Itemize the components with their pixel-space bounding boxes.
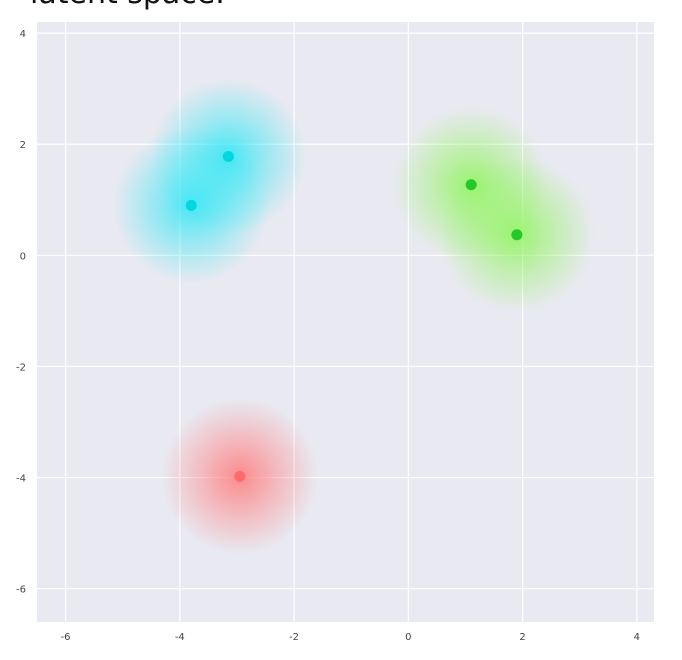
plot-area [37,22,654,622]
data-point [185,199,197,211]
data-point [465,179,477,191]
y-tick-label: -2 [16,362,26,373]
data-points [185,150,523,482]
x-tick-label: 0 [405,632,411,643]
y-tick-label: 0 [20,251,26,262]
caption-text: latent space. [30,0,225,11]
x-tick-label: 2 [519,632,525,643]
y-tick-label: 4 [20,29,26,40]
x-tick-label: -2 [289,632,299,643]
y-tick-label: -6 [16,585,26,596]
data-point [234,470,246,482]
y-tick-label: -4 [16,474,26,485]
x-tick-label: -4 [175,632,185,643]
y-tick-label: 2 [20,140,26,151]
data-point [222,150,234,162]
x-tick-label: -6 [61,632,71,643]
x-tick-label: 4 [634,632,640,643]
x-tick-labels: -6 -4 -2 0 2 4 [61,632,640,643]
y-tick-labels: 4 2 0 -2 -4 -6 [16,29,26,596]
data-point [511,229,523,241]
